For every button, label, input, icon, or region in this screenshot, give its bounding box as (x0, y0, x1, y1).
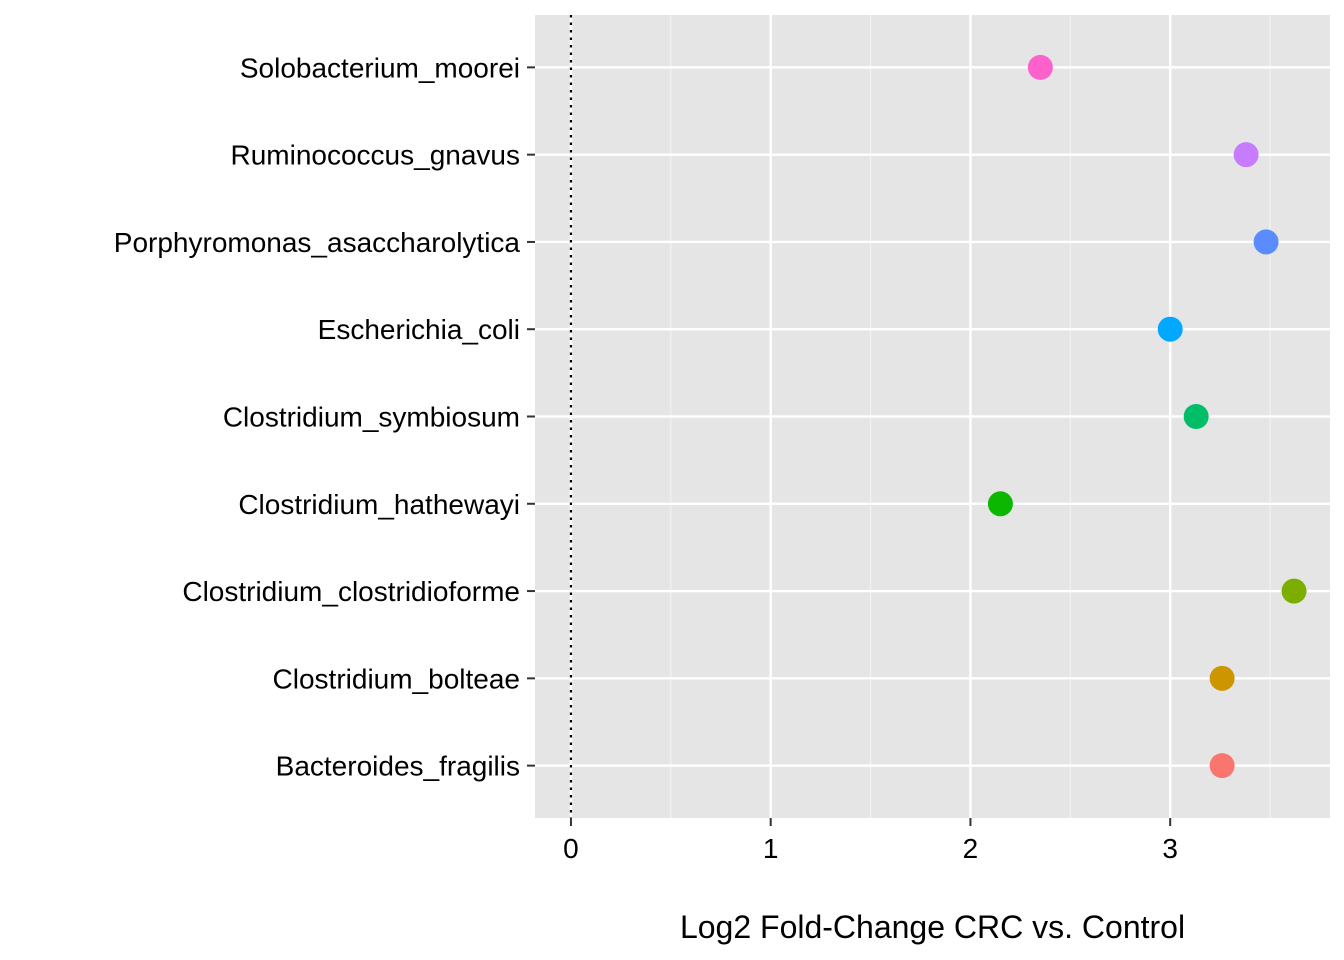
data-point (1209, 753, 1235, 779)
y-tick-label: Bacteroides_fragilis (276, 751, 520, 782)
y-tick-label: Porphyromonas_asaccharolytica (114, 227, 521, 258)
data-point (1209, 665, 1235, 691)
y-tick-label: Clostridium_bolteae (273, 663, 520, 694)
data-point (1027, 54, 1053, 80)
y-tick-label: Clostridium_clostridioforme (182, 576, 520, 607)
x-tick-label: 1 (763, 833, 779, 864)
major-gridlines (535, 15, 1330, 818)
data-point (1281, 578, 1307, 604)
x-tick-label: 2 (963, 833, 979, 864)
data-point (1233, 142, 1259, 168)
y-tick-label: Clostridium_symbiosum (223, 402, 520, 433)
data-point (987, 491, 1013, 517)
x-axis-title: Log2 Fold-Change CRC vs. Control (680, 909, 1185, 945)
y-tick-label: Clostridium_hathewayi (238, 489, 520, 520)
data-point (1157, 316, 1183, 342)
y-tick-label: Escherichia_coli (318, 314, 520, 345)
x-tick-label: 3 (1162, 833, 1178, 864)
x-axis: 0 1 2 3 (563, 818, 1178, 864)
y-axis: Bacteroides_fragilis Clostridium_bolteae C… (114, 52, 535, 782)
y-tick-label: Ruminococcus_gnavus (231, 140, 521, 171)
x-tick-label: 0 (563, 833, 579, 864)
data-point (1253, 229, 1279, 255)
y-tick-label: Solobacterium_moorei (240, 52, 520, 83)
data-point (1183, 404, 1209, 429)
data-points (987, 54, 1307, 779)
